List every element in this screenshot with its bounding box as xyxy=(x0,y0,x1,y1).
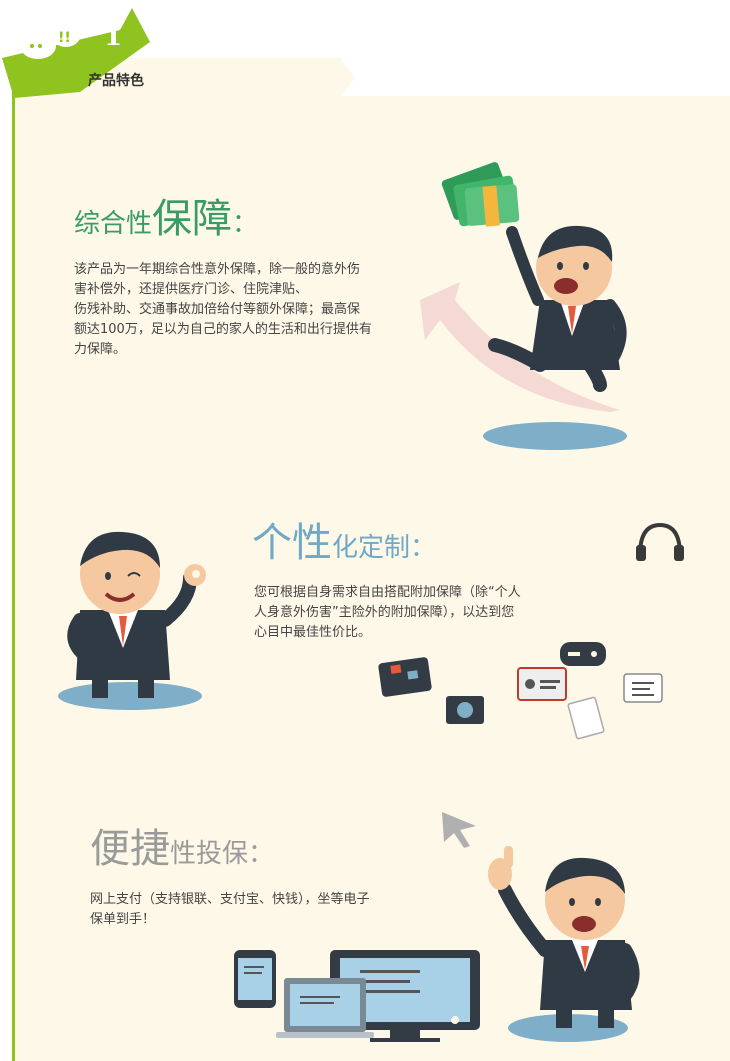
body-line: 害补偿外，还提供医疗门诊、住院津贴、 xyxy=(74,282,309,297)
headphones-icon xyxy=(636,522,684,561)
section-2-title: 个性化定制： xyxy=(252,510,436,568)
chat-icon xyxy=(623,673,663,703)
header-badge xyxy=(2,8,150,98)
section-1-body: 该产品为一年期综合性意外保障，除一般的意外伤 害补偿外，还提供医疗门诊、住院津贴… xyxy=(74,260,409,360)
thumbs-up-man xyxy=(488,846,640,1028)
section-3-title-main: 便捷 xyxy=(90,826,170,872)
section-2-body: 您可根据自身需求自由搭配附加保障（除“个人 人身意外伤害”主险外的附加保障），以… xyxy=(254,583,584,643)
section-heading: 产品特色 xyxy=(88,73,144,89)
camera-icon xyxy=(446,696,484,724)
left-accent-line xyxy=(12,70,15,1061)
document-icon xyxy=(567,696,605,740)
body-line: 保单到手！ xyxy=(90,912,156,927)
body-line: 人身意外伤害”主险外的附加保障），以达到您 xyxy=(254,605,515,620)
section-1-title-prefix: 综合性 xyxy=(74,209,153,239)
section-number: 1 xyxy=(104,22,123,52)
body-line: 您可根据自身需求自由搭配附加保障（除“个人 xyxy=(254,585,521,600)
phone-icon xyxy=(234,950,276,1008)
gamepad-icon xyxy=(560,642,606,666)
section-2-title-main: 个性 xyxy=(252,520,332,566)
section-3-body: 网上支付（支持银联、支付宝、快钱），坐等电子 保单到手！ xyxy=(90,890,420,930)
money-icon xyxy=(441,162,520,227)
body-line: 网上支付（支持银联、支付宝、快钱），坐等电子 xyxy=(90,892,370,907)
body-line: 该产品为一年期综合性意外保障，除一般的意外伤 xyxy=(74,262,361,277)
section-3-title-suffix: 性投保： xyxy=(170,839,275,869)
suitcase-icon xyxy=(378,657,432,697)
body-line: 心目中最佳性价比。 xyxy=(254,625,372,640)
speech-bubble-icon: !! xyxy=(20,25,80,59)
section-1-title-main: 保障 xyxy=(152,196,233,242)
section-2-title-suffix: 化定制： xyxy=(332,533,437,563)
cursor-icon xyxy=(442,812,476,848)
svg-text:!!: !! xyxy=(58,30,71,46)
laptop-icon xyxy=(276,978,374,1038)
growth-arrow xyxy=(420,282,620,412)
ok-man xyxy=(67,531,206,698)
monitor-icon xyxy=(330,950,480,1042)
body-line: 伤残补助、交通事故加倍给付等额外保障；最高保 xyxy=(74,302,361,317)
jumping-man xyxy=(488,225,627,392)
shadow-ellipse xyxy=(58,682,202,710)
id-card-icon xyxy=(517,667,567,701)
body-line: 力保障。 xyxy=(74,342,127,357)
body-line: 额达100万，足以为自己的家人的生活和出行提供有 xyxy=(74,322,372,337)
section-1-title: 综合性保障： xyxy=(74,186,258,244)
shadow-ellipse xyxy=(483,422,627,450)
section-3-title: 便捷性投保： xyxy=(90,816,274,874)
section-1-title-suffix: ： xyxy=(232,209,259,239)
